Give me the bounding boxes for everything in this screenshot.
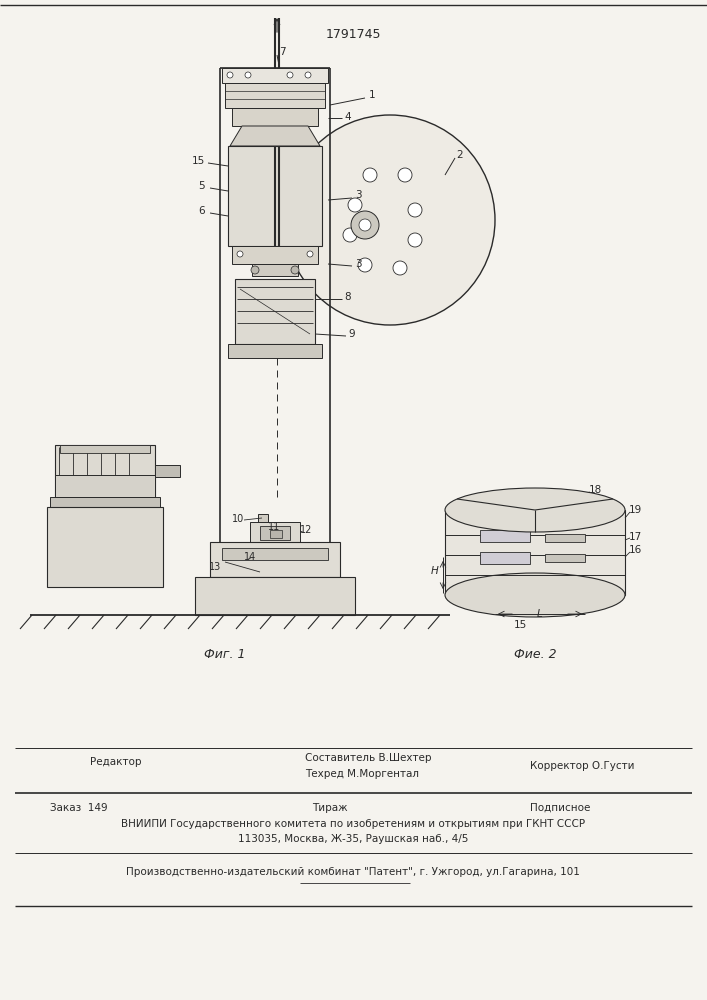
Bar [252, 264, 298, 276]
Text: L: L [537, 609, 543, 619]
Bar [545, 554, 585, 562]
Bar [50, 497, 160, 507]
Circle shape [237, 251, 243, 257]
Bar [250, 522, 300, 544]
Text: 18: 18 [588, 485, 602, 495]
Text: H: H [431, 566, 439, 576]
Bar [235, 279, 315, 344]
Circle shape [227, 72, 233, 78]
Text: 16: 16 [629, 545, 642, 555]
Text: 12: 12 [300, 525, 312, 535]
Bar [225, 83, 325, 108]
Text: 3: 3 [355, 259, 361, 269]
Circle shape [351, 211, 379, 239]
Text: 15: 15 [192, 156, 204, 166]
Circle shape [408, 233, 422, 247]
Circle shape [363, 168, 377, 182]
Bar [232, 108, 318, 126]
Bar [228, 344, 322, 358]
Bar [228, 146, 322, 246]
Text: Подписное: Подписное [530, 803, 590, 813]
Circle shape [358, 258, 372, 272]
Text: 7: 7 [279, 47, 286, 57]
Bar [222, 68, 328, 83]
Bar [260, 526, 290, 540]
Text: 4: 4 [345, 112, 351, 122]
Bar [47, 507, 163, 587]
Bar [270, 530, 282, 538]
Text: Редактор: Редактор [90, 757, 141, 767]
Bar [55, 475, 155, 497]
Circle shape [305, 72, 311, 78]
Text: 3: 3 [355, 190, 361, 200]
Text: 2: 2 [457, 150, 463, 160]
Polygon shape [230, 126, 320, 146]
Bar [155, 465, 180, 477]
Circle shape [398, 168, 412, 182]
Bar [480, 530, 530, 542]
Text: 8: 8 [345, 292, 351, 302]
Text: ВНИИПИ Государственного комитета по изобретениям и открытиям при ГКНТ СССР: ВНИИПИ Государственного комитета по изоб… [121, 819, 585, 829]
Ellipse shape [445, 573, 625, 617]
Text: Тираж: Тираж [312, 803, 348, 813]
Text: 11: 11 [268, 522, 280, 532]
Text: 1: 1 [368, 90, 375, 100]
Text: Производственно-издательский комбинат "Патент", г. Ужгород, ул.Гагарина, 101: Производственно-издательский комбинат "П… [126, 867, 580, 877]
Bar [55, 445, 155, 497]
Circle shape [408, 203, 422, 217]
Circle shape [359, 219, 371, 231]
Text: 1791745: 1791745 [325, 28, 381, 41]
Circle shape [291, 266, 299, 274]
Bar [258, 514, 268, 522]
Text: Составитель В.Шехтер: Составитель В.Шехтер [305, 753, 431, 763]
Circle shape [307, 251, 313, 257]
Circle shape [393, 261, 407, 275]
Circle shape [251, 266, 259, 274]
Text: 19: 19 [629, 505, 642, 515]
Text: Техред М.Моргентал: Техред М.Моргентал [305, 769, 419, 779]
Bar [232, 246, 318, 264]
Bar [445, 510, 625, 595]
Bar [545, 534, 585, 542]
Bar [222, 548, 328, 560]
Bar [480, 552, 530, 564]
Text: Заказ  149: Заказ 149 [50, 803, 107, 813]
Text: 13: 13 [209, 562, 221, 572]
Bar [195, 577, 355, 615]
Text: Фие. 2: Фие. 2 [514, 648, 556, 662]
Ellipse shape [445, 488, 625, 532]
Bar [210, 542, 340, 577]
Text: Корректор О.Густи: Корректор О.Густи [530, 761, 634, 771]
Text: 6: 6 [199, 206, 205, 216]
Text: 9: 9 [349, 329, 356, 339]
Text: 14: 14 [244, 552, 256, 562]
Text: 113035, Москва, Ж-35, Раушская наб., 4/5: 113035, Москва, Ж-35, Раушская наб., 4/5 [238, 834, 468, 844]
Text: 5: 5 [199, 181, 205, 191]
Circle shape [245, 72, 251, 78]
Circle shape [287, 72, 293, 78]
Bar [60, 445, 150, 453]
Text: 17: 17 [629, 532, 642, 542]
Text: 10: 10 [232, 514, 244, 524]
Circle shape [285, 115, 495, 325]
Text: 15: 15 [513, 620, 527, 630]
Circle shape [343, 228, 357, 242]
Text: Фиг. 1: Фиг. 1 [204, 648, 246, 662]
Circle shape [348, 198, 362, 212]
